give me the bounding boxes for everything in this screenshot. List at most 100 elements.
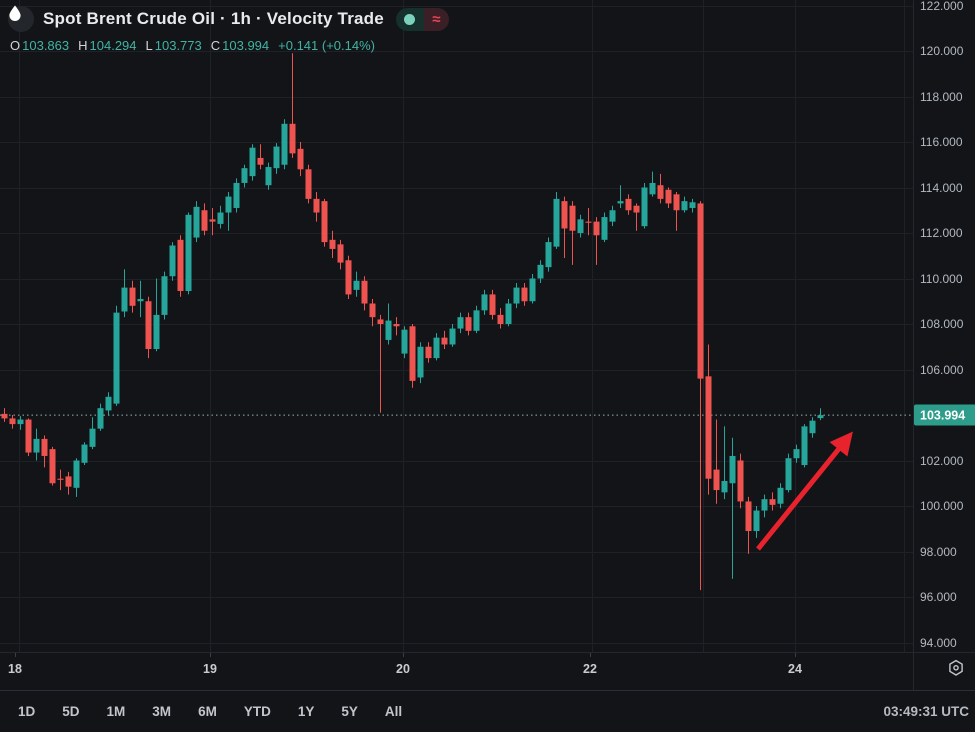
- candle[interactable]: [497, 308, 504, 329]
- time-axis[interactable]: 18 19 20 22 24: [0, 652, 975, 690]
- candle[interactable]: [97, 403, 104, 431]
- candle[interactable]: [801, 424, 808, 468]
- range-button-1m[interactable]: 1M: [106, 703, 126, 719]
- range-button-5y[interactable]: 5Y: [341, 703, 358, 719]
- candle[interactable]: [249, 144, 256, 181]
- candle[interactable]: [41, 435, 48, 468]
- candle[interactable]: [649, 171, 656, 197]
- candle[interactable]: [697, 201, 704, 591]
- candle[interactable]: [169, 242, 176, 281]
- range-button-1y[interactable]: 1Y: [297, 703, 315, 719]
- candle[interactable]: [113, 305, 120, 406]
- approximate-data-icon[interactable]: ≈: [423, 7, 449, 31]
- candle[interactable]: [329, 230, 336, 259]
- candle[interactable]: [17, 416, 24, 430]
- range-button-1d[interactable]: 1D: [18, 703, 36, 719]
- candle[interactable]: [361, 276, 368, 311]
- candle[interactable]: [609, 205, 616, 227]
- candle[interactable]: [561, 196, 568, 259]
- candle[interactable]: [721, 426, 728, 500]
- candle[interactable]: [273, 143, 280, 174]
- candle[interactable]: [473, 305, 480, 334]
- candle[interactable]: [569, 201, 576, 265]
- range-button-3m[interactable]: 3M: [152, 703, 172, 719]
- candle[interactable]: [49, 446, 56, 486]
- candle[interactable]: [793, 444, 800, 463]
- candle[interactable]: [433, 333, 440, 361]
- candle[interactable]: [449, 324, 456, 347]
- candle[interactable]: [81, 442, 88, 466]
- candle[interactable]: [417, 342, 424, 384]
- candle[interactable]: [265, 162, 272, 190]
- candle[interactable]: [201, 203, 208, 236]
- candle[interactable]: [601, 212, 608, 243]
- utc-clock[interactable]: 03:49:31 UTC: [883, 704, 969, 719]
- candle[interactable]: [617, 185, 624, 208]
- candle[interactable]: [753, 506, 760, 538]
- candle[interactable]: [377, 314, 384, 413]
- candle[interactable]: [593, 217, 600, 265]
- candle[interactable]: [385, 303, 392, 345]
- symbol-title[interactable]: Spot Brent Crude Oil · 1h · Velocity Tra…: [43, 9, 384, 28]
- candle[interactable]: [73, 458, 80, 497]
- candle[interactable]: [161, 271, 168, 320]
- annotation-arrow[interactable]: [756, 431, 853, 551]
- candle[interactable]: [425, 342, 432, 363]
- candle[interactable]: [121, 269, 128, 318]
- candlestick-chart[interactable]: [0, 0, 913, 652]
- range-button-ytd[interactable]: YTD: [243, 703, 271, 719]
- candle[interactable]: [185, 212, 192, 295]
- candle[interactable]: [233, 178, 240, 213]
- candle[interactable]: [633, 203, 640, 231]
- candle[interactable]: [657, 173, 664, 204]
- candle[interactable]: [785, 453, 792, 493]
- candle[interactable]: [177, 235, 184, 297]
- candle[interactable]: [305, 164, 312, 204]
- candle[interactable]: [761, 494, 768, 518]
- candle[interactable]: [769, 492, 776, 511]
- candle[interactable]: [673, 192, 680, 231]
- candle[interactable]: [281, 119, 288, 170]
- candle[interactable]: [505, 298, 512, 327]
- market-status-dot-icon[interactable]: [395, 7, 424, 31]
- candle[interactable]: [105, 392, 112, 415]
- range-button-5d[interactable]: 5D: [62, 703, 80, 719]
- candle[interactable]: [537, 260, 544, 284]
- candle[interactable]: [289, 53, 296, 158]
- candle[interactable]: [625, 194, 632, 215]
- candle[interactable]: [641, 182, 648, 229]
- candle[interactable]: [729, 437, 736, 579]
- candle[interactable]: [585, 207, 592, 236]
- candle[interactable]: [129, 280, 136, 313]
- range-button-all[interactable]: All: [384, 703, 403, 719]
- axis-settings-gear-icon[interactable]: [947, 659, 965, 677]
- candle[interactable]: [409, 324, 416, 388]
- candle[interactable]: [25, 418, 32, 456]
- candle[interactable]: [209, 207, 216, 236]
- price-axis[interactable]: 122.000 120.000 118.000 116.000 114.000 112.0…: [913, 0, 975, 690]
- chart-plot-area[interactable]: Spot Brent Crude Oil · 1h · Velocity Tra…: [0, 0, 913, 652]
- candle[interactable]: [529, 273, 536, 304]
- candle[interactable]: [241, 164, 248, 188]
- candle[interactable]: [345, 255, 352, 299]
- candle[interactable]: [489, 289, 496, 320]
- candle[interactable]: [65, 471, 72, 495]
- candle[interactable]: [145, 296, 152, 359]
- candle[interactable]: [57, 469, 64, 491]
- status-badges[interactable]: ≈: [395, 7, 449, 31]
- candle[interactable]: [297, 142, 304, 177]
- candle[interactable]: [353, 271, 360, 297]
- candle[interactable]: [441, 330, 448, 350]
- candle[interactable]: [681, 196, 688, 213]
- candle[interactable]: [577, 214, 584, 238]
- candle[interactable]: [705, 344, 712, 495]
- candle[interactable]: [337, 239, 344, 270]
- candle[interactable]: [89, 417, 96, 450]
- candle[interactable]: [369, 298, 376, 327]
- candle[interactable]: [137, 280, 144, 318]
- candle[interactable]: [313, 192, 320, 222]
- candle[interactable]: [33, 428, 40, 461]
- candle[interactable]: [545, 237, 552, 272]
- candle[interactable]: [401, 326, 408, 359]
- candle[interactable]: [465, 312, 472, 336]
